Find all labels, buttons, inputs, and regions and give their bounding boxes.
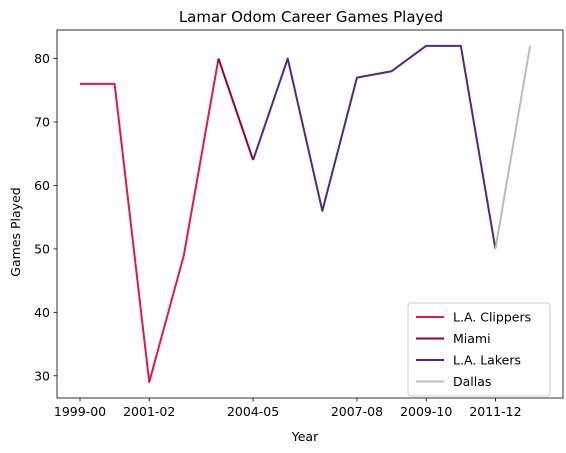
x-tick-label: 2009-10	[400, 404, 452, 419]
y-tick-label: 30	[34, 368, 50, 383]
y-tick-label: 50	[34, 241, 50, 256]
series-line-l-a-lakers	[252, 44, 497, 250]
legend-label: L.A. Clippers	[453, 310, 531, 325]
y-axis-label: Games Played	[8, 187, 23, 276]
x-tick-label: 2011-12	[469, 404, 521, 419]
y-tick-label: 40	[34, 305, 50, 320]
legend-label: L.A. Lakers	[453, 353, 521, 368]
series-line-dallas	[494, 45, 532, 250]
x-tick-label: 2001-02	[123, 404, 175, 419]
plot-area: 30 40 50 60 70 80 1999-00 2001-02 2004-05 2007-08…	[34, 29, 564, 419]
y-tick-label: 70	[34, 115, 50, 130]
legend-box	[407, 302, 551, 397]
x-axis-label: Year	[291, 429, 319, 444]
y-tick-label: 60	[34, 178, 50, 193]
chart-title: Lamar Odom Career Games Played	[179, 8, 443, 26]
legend: L.A. Clippers Miami L.A. Lakers Dallas	[407, 302, 551, 397]
legend-label: Dallas	[453, 374, 491, 389]
legend-label: Miami	[453, 331, 491, 346]
series-line-miami	[217, 58, 255, 161]
axes-frame	[56, 29, 564, 399]
x-tick-label: 2004-05	[227, 404, 279, 419]
x-tick-label: 1999-00	[54, 404, 106, 419]
y-tick-label: 80	[34, 51, 50, 66]
series-line-l-a-clippers	[80, 58, 220, 384]
x-tick-label: 2007-08	[331, 404, 383, 419]
